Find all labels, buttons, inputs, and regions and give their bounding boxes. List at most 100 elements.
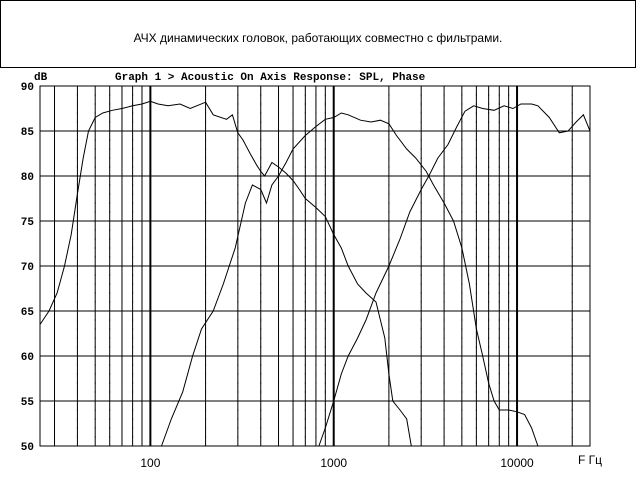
grid-dot [54,337,56,339]
grid-dot [205,373,207,375]
grid-dot [278,319,280,321]
grid-dot [237,166,239,168]
grid-dot [205,229,207,231]
grid-dot [324,247,326,249]
grid-dot [488,112,490,114]
grid-dot [304,256,306,258]
grid-dot [388,391,390,393]
grid-dot [508,283,510,285]
grid-dot [571,418,573,420]
grid-dot [324,103,326,105]
chart-title: Graph 1 > Acoustic On Axis Response: SPL… [115,72,426,84]
grid-dot [508,391,510,393]
grid-dot [508,427,510,429]
grid-dot [292,337,294,339]
grid-dot [132,166,134,168]
grid-dot [278,391,280,393]
grid-dot [54,436,56,438]
grid-dot [324,346,326,348]
grid-dot [121,391,123,393]
grid-dot [333,193,335,195]
y-tick-label: 65 [21,307,35,319]
grid-dot [94,256,96,258]
grid-dot [443,157,445,159]
grid-dot [237,256,239,258]
grid-dot [121,382,123,384]
grid-dot [292,238,294,240]
grid-dot [94,238,96,240]
grid-dot [54,112,56,114]
grid-dot [76,238,78,240]
grid-dot [516,193,518,195]
grid-dot [571,328,573,330]
grid-dot [488,319,490,321]
grid-dot [76,112,78,114]
grid-dot [94,436,96,438]
grid-dot [54,229,56,231]
grid-dot [109,283,111,285]
y-tick-labels: 90 85 80 75 70 65 60 55 50 [21,82,35,454]
grid-dot [420,166,422,168]
grid-dot [109,364,111,366]
grid-dot [109,202,111,204]
grid-dot [54,274,56,276]
grid-dot [149,193,151,195]
grid-dot [132,184,134,186]
grid-dot [149,256,151,258]
y-tick-label: 70 [21,262,34,274]
grid-dot [260,139,262,141]
grid-dot [76,148,78,150]
grid-dot [292,103,294,105]
grid-dot [333,238,335,240]
grid-dot [333,184,335,186]
grid-dot [237,436,239,438]
grid-dot [315,301,317,303]
grid-dot [388,283,390,285]
grid-dot [109,391,111,393]
grid-dot [324,94,326,96]
grid-dot [132,382,134,384]
grid-dot [109,301,111,303]
grid-dot [488,373,490,375]
grid-dot [205,283,207,285]
grid-dot [132,301,134,303]
grid-dot [54,418,56,420]
grid-dot [516,301,518,303]
grid-dot [475,337,477,339]
grid-dot [571,391,573,393]
grid-dot [443,382,445,384]
grid-dot [141,436,143,438]
grid-dot [94,166,96,168]
grid-dot [94,112,96,114]
grid-dot [121,94,123,96]
grid-dot [304,346,306,348]
grid-dot [443,238,445,240]
grid-dot [571,166,573,168]
grid-dot [315,139,317,141]
grid-dot [237,274,239,276]
grid-dot [315,391,317,393]
grid-dot [141,166,143,168]
grid-dot [508,184,510,186]
grid-dot [516,139,518,141]
grid-dot [443,112,445,114]
grid-dot [420,184,422,186]
grid-dot [508,229,510,231]
grid-dot [516,256,518,258]
grid-dot [121,319,123,321]
grid-dot [76,229,78,231]
grid-dot [443,121,445,123]
grid-dot [304,166,306,168]
grid-dot [324,292,326,294]
grid-dot [109,436,111,438]
grid-dot [304,427,306,429]
grid-dot [461,436,463,438]
grid-dot [260,391,262,393]
grid-dot [205,346,207,348]
grid-dot [461,283,463,285]
grid-dot [508,301,510,303]
grid-dot [315,436,317,438]
grid-dot [420,229,422,231]
grid-dot [571,229,573,231]
grid-dot [516,211,518,213]
